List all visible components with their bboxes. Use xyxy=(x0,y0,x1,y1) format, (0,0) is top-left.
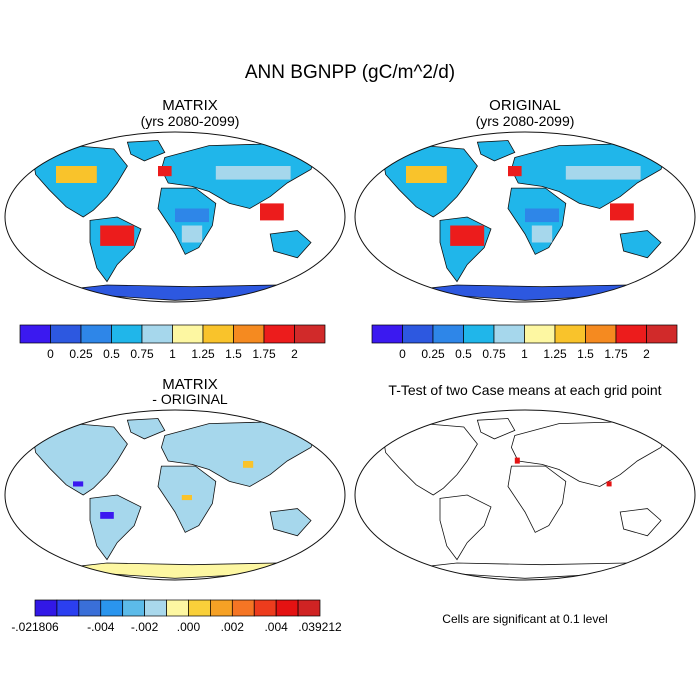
map-ttest-panel-namerica xyxy=(381,423,478,496)
map-original-panel-greenland xyxy=(476,140,516,162)
map-matrix-panel-cell-2 xyxy=(260,203,284,221)
map-original-panel-cell-2 xyxy=(610,203,634,221)
colorbar-difference-label-5: .004 xyxy=(264,620,288,634)
colorbar-matrix-label-2: 0.5 xyxy=(103,347,120,361)
colorbar-difference-label-3: .000 xyxy=(177,620,201,634)
map-original-panel-cell-1 xyxy=(525,208,559,223)
map-ttest-panel-samerica xyxy=(439,494,492,561)
map-difference-panel-cell-3 xyxy=(243,461,254,468)
colorbar-original-label-6: 1.5 xyxy=(577,347,594,361)
map-original-panel-cell-5 xyxy=(531,225,553,243)
map-original-panel-australia xyxy=(619,230,662,259)
colorbar-matrix-label-3: 0.75 xyxy=(130,347,154,361)
colorbar-original-label-1: 0.25 xyxy=(421,347,445,361)
map-ttest-panel-sig-cell-1 xyxy=(606,481,612,487)
map-ttest-panel-ocean xyxy=(355,410,695,580)
colorbar-difference-label-1: -.004 xyxy=(87,620,115,634)
colorbar-difference-swatch-12 xyxy=(297,599,321,617)
map-matrix-panel-cell-5 xyxy=(181,225,203,243)
map-original-panel-cell-6 xyxy=(508,166,522,177)
map-matrix-panel-cell-4 xyxy=(215,166,291,180)
map-matrix-panel-cell-3 xyxy=(56,166,97,183)
colorbar-original-label-5: 1.25 xyxy=(543,347,567,361)
map-difference-panel-greenland xyxy=(126,418,166,440)
colorbar-matrix-label-8: 2 xyxy=(291,347,298,361)
colorbar-difference-label-2: -.002 xyxy=(131,620,159,634)
map-ttest-panel-outline xyxy=(354,409,696,581)
colorbar-original-label-2: 0.5 xyxy=(455,347,472,361)
map-difference-panel-cell-0 xyxy=(100,512,114,519)
map-original-panel-cell-3 xyxy=(406,166,447,183)
colorbar-matrix-swatch-9 xyxy=(294,324,326,344)
map-original-panel-cell-0 xyxy=(450,225,485,246)
map-matrix-panel-cell-0 xyxy=(100,225,135,246)
map-matrix-panel-australia xyxy=(269,230,312,259)
map-ttest-panel-sig-cell-0 xyxy=(514,457,520,464)
colorbar-original-label-3: 0.75 xyxy=(482,347,506,361)
colorbar-difference: -.021806 -.004 -.002 .000 .002 .004 .039212 xyxy=(11,599,342,634)
colorbar-original-label-7: 1.75 xyxy=(604,347,628,361)
colorbar-difference-label-0: -.021806 xyxy=(11,620,59,634)
colorbar-matrix-label-5: 1.25 xyxy=(191,347,215,361)
map-ttest-panel-africa xyxy=(507,465,567,533)
colorbar-original-label-0: 0 xyxy=(399,347,406,361)
map-matrix-panel xyxy=(4,131,346,303)
map-difference-panel-samerica xyxy=(89,494,142,561)
map-difference-panel-cell-1 xyxy=(73,481,84,487)
colorbar-original-label-8: 2 xyxy=(643,347,650,361)
map-difference-panel-australia xyxy=(269,508,312,537)
map-difference-panel-outline xyxy=(4,409,346,581)
map-difference-panel xyxy=(4,409,346,581)
map-matrix-panel-cell-6 xyxy=(158,166,172,177)
map-ttest-panel xyxy=(354,409,696,581)
colorbar-original-swatch-9 xyxy=(646,324,678,344)
colorbar-original-label-4: 1 xyxy=(521,347,528,361)
map-ttest-panel-australia xyxy=(619,508,662,537)
colorbar-matrix-label-1: 0.25 xyxy=(69,347,93,361)
colorbar-matrix-label-7: 1.75 xyxy=(252,347,276,361)
colorbar-original: 0 0.25 0.5 0.75 1 1.25 1.5 1.75 2 xyxy=(371,324,678,361)
map-matrix-panel-greenland xyxy=(126,140,166,162)
map-matrix-panel-cell-1 xyxy=(175,208,209,223)
difference-panel-title: MATRIX xyxy=(162,376,218,393)
map-original-panel-outline xyxy=(354,131,696,303)
matrix-panel-title: MATRIX xyxy=(162,97,218,114)
colorbar-difference-label-4: .002 xyxy=(221,620,245,634)
map-difference-panel-namerica xyxy=(31,423,128,496)
map-ttest-panel-greenland xyxy=(476,418,516,440)
ttest-panel-title: T-Test of two Case means at each grid po… xyxy=(388,382,662,398)
colorbar-matrix-label-4: 1 xyxy=(169,347,176,361)
map-original-panel-cell-4 xyxy=(565,166,641,180)
original-panel-subtitle: (yrs 2080-2099) xyxy=(475,113,575,129)
colorbar-difference-label-6: .039212 xyxy=(298,620,342,634)
matrix-panel-subtitle: (yrs 2080-2099) xyxy=(140,113,240,129)
colorbar-matrix: 0 0.25 0.5 0.75 1 1.25 1.5 1.75 2 xyxy=(19,324,326,361)
figure-title: ANN BGNPP (gC/m^2/d) xyxy=(244,62,456,83)
map-matrix-panel-outline xyxy=(4,131,346,303)
difference-panel-subtitle: - ORIGINAL xyxy=(152,391,228,407)
map-original-panel xyxy=(354,131,696,303)
significance-note: Cells are significant at 0.1 level xyxy=(442,612,608,626)
map-difference-panel-cell-2 xyxy=(181,495,192,501)
original-panel-title: ORIGINAL xyxy=(489,97,561,114)
colorbar-matrix-label-6: 1.5 xyxy=(225,347,242,361)
colorbar-matrix-label-0: 0 xyxy=(47,347,54,361)
